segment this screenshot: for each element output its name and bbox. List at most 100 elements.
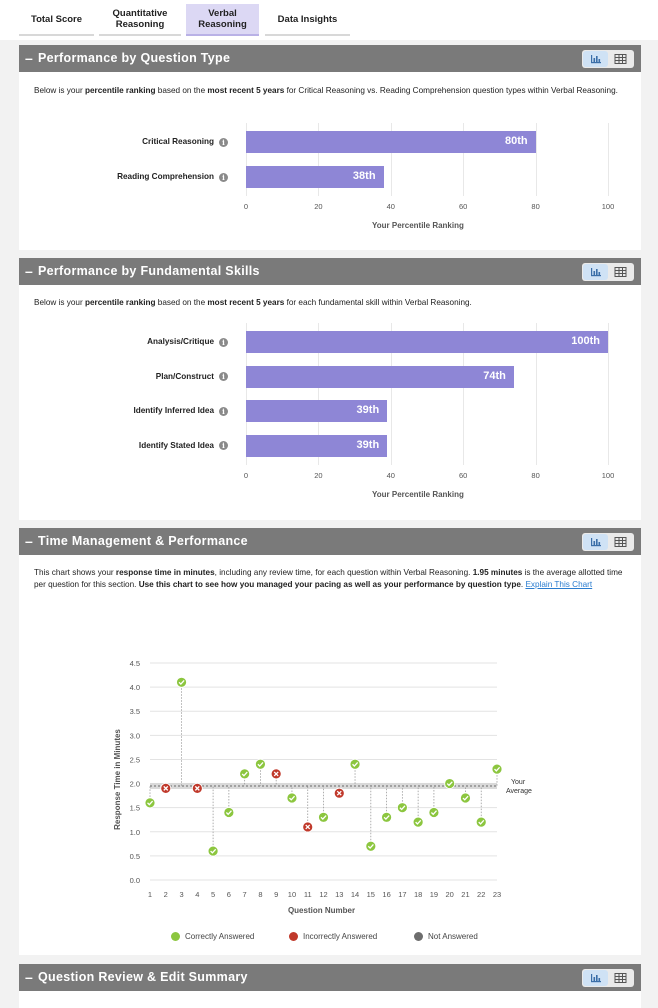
collapse-icon[interactable]: – — [25, 263, 33, 279]
x-tick-label: 1 — [148, 890, 152, 899]
x-tick-label: 2 — [164, 890, 168, 899]
info-icon[interactable]: i — [219, 337, 228, 347]
check-icon — [352, 762, 359, 768]
x-tick-label: 80 — [531, 202, 540, 211]
y-axis-title: Response Time in Minutes — [113, 729, 122, 830]
x-tick-label: 80 — [531, 470, 540, 480]
chart-view-button[interactable] — [583, 264, 608, 280]
y-tick-label: 3.0 — [130, 731, 140, 740]
tab-total-score[interactable]: Total Score — [19, 4, 94, 36]
tab-data-insights[interactable]: Data Insights — [265, 4, 350, 36]
x-tick-label: 17 — [398, 890, 406, 899]
check-icon — [430, 810, 437, 816]
x-tick-label: 40 — [386, 470, 395, 480]
correct-answer-point — [412, 816, 424, 828]
table-view-button[interactable] — [608, 534, 633, 550]
tab-quantitative-reasoning[interactable]: Quantitative Reasoning — [99, 4, 181, 36]
percentile-bar: 80th — [246, 131, 536, 153]
collapse-icon[interactable]: – — [25, 533, 33, 549]
gridline — [535, 323, 537, 465]
table-icon — [614, 54, 627, 64]
info-icon[interactable]: i — [219, 137, 228, 147]
x-tick-label: 13 — [335, 890, 343, 899]
x-icon — [305, 824, 311, 830]
bar-category-label: Critical Reasoning — [142, 137, 214, 146]
view-toggle — [582, 50, 634, 68]
table-view-button[interactable] — [608, 264, 633, 280]
explain-chart-link[interactable]: Explain This Chart — [525, 580, 593, 589]
average-label: Your — [511, 779, 526, 786]
x-tick-label: 5 — [211, 890, 215, 899]
correct-answer-point — [223, 807, 235, 818]
x-icon — [336, 790, 342, 796]
table-view-button[interactable] — [608, 51, 633, 67]
check-icon — [415, 819, 422, 825]
correct-answer-point — [460, 792, 471, 804]
gridline — [608, 123, 609, 196]
legend-label: Not Answered — [428, 932, 478, 941]
x-tick-label: 20 — [314, 202, 323, 211]
x-tick-label: 40 — [386, 202, 395, 211]
info-icon[interactable]: i — [219, 406, 228, 416]
info-icon[interactable]: i — [219, 441, 228, 450]
view-toggle — [582, 263, 634, 281]
section-description: This chart shows your response time in m… — [34, 568, 623, 589]
bar-value-label: 74th — [483, 369, 506, 382]
bar-chart-icon — [591, 55, 601, 64]
bar-chart-icon — [591, 538, 601, 547]
check-icon — [178, 680, 185, 686]
time-scatter-chart: 0.0 0.5 1.0 1.5 2.0 2.5 3.0 3.5 4.0 4.5 Your Averag… — [113, 659, 532, 915]
gridline — [608, 323, 609, 465]
chart-view-button[interactable] — [583, 970, 608, 986]
bar-category-label: Analysis/Critique — [147, 337, 214, 346]
section-description: Below is your percentile ranking based o… — [34, 298, 472, 307]
y-tick-label: 2.0 — [130, 780, 140, 789]
x-tick-label: 12 — [319, 890, 327, 899]
correct-answer-point — [144, 797, 156, 809]
chart-view-button[interactable] — [583, 534, 608, 550]
legend-item: Incorrectly Answered — [289, 932, 377, 941]
correct-answer-point — [444, 778, 456, 789]
legend-item: Not Answered — [414, 932, 478, 941]
collapse-icon[interactable]: – — [25, 50, 33, 66]
chart-view-button[interactable] — [583, 51, 608, 67]
collapse-icon[interactable]: – — [25, 969, 33, 985]
y-tick-label: 3.5 — [130, 707, 140, 716]
x-tick-label: 3 — [179, 890, 183, 899]
table-view-button[interactable] — [608, 970, 633, 986]
check-icon — [462, 795, 469, 801]
x-tick-label: 23 — [493, 890, 501, 899]
correct-answer-point — [349, 758, 361, 770]
x-tick-label: 0 — [243, 202, 249, 211]
legend-label: Correctly Answered — [185, 932, 255, 941]
correct-answer-point — [286, 792, 298, 804]
y-tick-label: 0.0 — [130, 876, 140, 885]
legend-label: Incorrectly Answered — [303, 932, 378, 941]
tab-verbal-reasoning[interactable]: Verbal Reasoning — [186, 4, 259, 36]
x-icon — [273, 771, 279, 777]
bar-value-label: 39th — [356, 438, 380, 451]
section-description: Below is your percentile ranking based o… — [34, 86, 618, 95]
correct-answer-point — [428, 807, 440, 818]
x-tick-label: 100 — [601, 470, 615, 480]
bar-chart-icon — [591, 268, 601, 277]
score-tabs: Total Score Quantitative Reasoning Verba… — [0, 0, 658, 40]
gridline — [535, 123, 537, 196]
info-icon[interactable]: i — [219, 372, 228, 381]
check-icon — [147, 800, 154, 806]
check-icon — [446, 781, 453, 787]
x-tick-label: 9 — [274, 890, 278, 899]
y-tick-label: 1.0 — [130, 828, 140, 837]
y-tick-label: 4.0 — [130, 683, 140, 692]
correct-answer-point — [365, 840, 377, 852]
x-tick-label: 22 — [477, 890, 485, 899]
info-icon[interactable]: i — [219, 172, 228, 182]
x-tick-label: 20 — [446, 890, 454, 899]
bar-value-label: 100th — [571, 335, 600, 347]
check-icon — [383, 815, 390, 821]
correct-answer-point — [491, 763, 503, 775]
check-icon — [225, 810, 232, 816]
x-icon — [194, 785, 200, 791]
gridline — [390, 323, 392, 465]
bar-category-label: Identify Stated Idea — [138, 440, 214, 450]
